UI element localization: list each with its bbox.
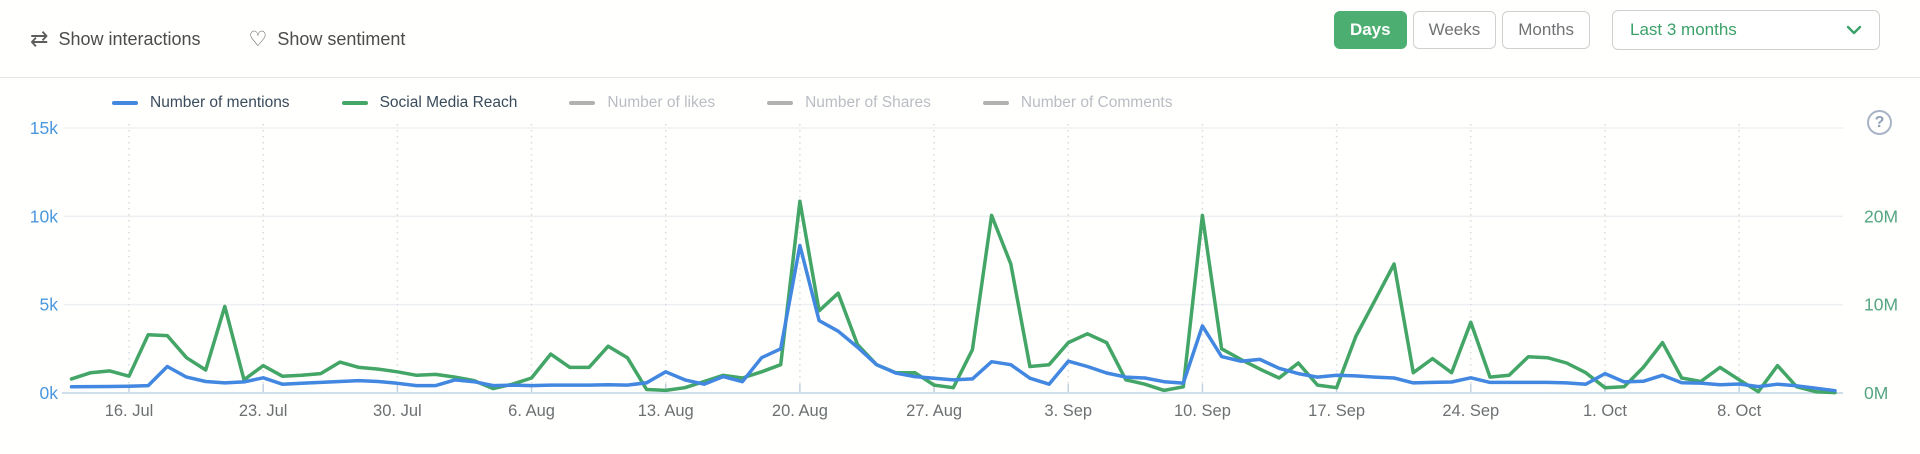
granularity-months-button[interactable]: Months <box>1502 11 1590 49</box>
help-icon[interactable]: ? <box>1867 110 1892 135</box>
left-axis-label: 0k <box>40 383 59 403</box>
legend-item-number-of-mentions[interactable]: Number of mentions <box>112 94 290 112</box>
heart-icon: ♡ <box>248 27 268 51</box>
x-tick-label: 8. Oct <box>1717 402 1761 420</box>
date-range-select[interactable]: Last 3 months <box>1612 10 1880 50</box>
legend-label: Number of Comments <box>1020 94 1173 111</box>
legend-label: Social Media Reach <box>379 94 518 111</box>
legend-item-number-of-comments[interactable]: Number of Comments <box>982 94 1173 112</box>
swap-arrows-icon: ⇄ <box>30 26 49 51</box>
x-tick-label: 20. Aug <box>772 402 828 420</box>
x-tick-label: 1. Oct <box>1583 402 1627 420</box>
granularity-days-button[interactable]: Days <box>1333 11 1407 49</box>
legend-swatch <box>982 101 1009 105</box>
granularity-weeks-button[interactable]: Weeks <box>1412 11 1497 49</box>
legend-swatch <box>112 101 138 105</box>
right-axis-label: 20M <box>1864 206 1898 226</box>
x-tick-label: 24. Sep <box>1442 402 1499 420</box>
x-tick-label: 27. Aug <box>906 402 962 420</box>
show-interactions-label: Show interactions <box>58 28 201 49</box>
date-range-value: Last 3 months <box>1630 20 1737 39</box>
x-tick-label: 17. Sep <box>1308 402 1365 420</box>
legend-item-number-of-likes[interactable]: Number of likes <box>569 94 715 112</box>
x-tick-label: 23. Jul <box>239 402 288 420</box>
right-axis-label: 0M <box>1864 383 1888 403</box>
show-sentiment-label: Show sentiment <box>277 28 406 49</box>
legend-label: Number of mentions <box>150 94 290 111</box>
x-tick-label: 13. Aug <box>638 402 694 420</box>
legend-label: Number of likes <box>607 94 716 111</box>
right-axis-label: 10M <box>1864 295 1898 315</box>
series-line-social-media-reach <box>69 199 1837 395</box>
legend-item-number-of-shares[interactable]: Number of Shares <box>767 94 931 112</box>
chevron-down-icon <box>1846 25 1862 35</box>
left-axis-label: 10k <box>30 206 58 226</box>
legend-swatch <box>569 101 596 105</box>
show-interactions-toggle[interactable]: ⇄ Show interactions <box>30 28 201 50</box>
mentions-reach-chart: Number of mentions Social Media Reach Numb… <box>0 78 1920 454</box>
legend-item-social-media-reach[interactable]: Social Media Reach <box>341 94 518 112</box>
x-tick-label: 6. Aug <box>508 402 555 420</box>
chart-plot-area: 16. Jul 23. Jul 30. Jul 6. Aug 13. Aug 20. Au… <box>30 118 1898 420</box>
x-tick-label: 10. Sep <box>1174 402 1231 420</box>
legend-label: Number of Shares <box>805 94 931 111</box>
legend-swatch <box>767 101 794 105</box>
x-tick-label: 30. Jul <box>373 402 422 420</box>
toolbar: ⇄ Show interactions ♡ Show sentiment Day… <box>0 0 1920 78</box>
legend-swatch <box>341 101 368 105</box>
x-tick-label: 16. Jul <box>105 402 154 420</box>
series-line-number-of-mentions <box>69 243 1837 393</box>
show-sentiment-toggle[interactable]: ♡ Show sentiment <box>249 29 406 50</box>
x-tick-label: 3. Sep <box>1044 402 1092 420</box>
left-axis-label: 5k <box>40 295 59 315</box>
left-axis-label: 15k <box>30 118 58 138</box>
chart-legend: Number of mentions Social Media Reach Numb… <box>112 94 1173 112</box>
